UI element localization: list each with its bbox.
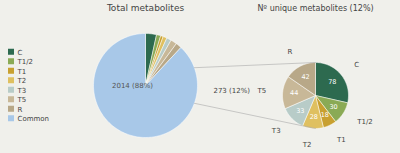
svg-text:C: C (18, 48, 23, 56)
svg-text:28: 28 (310, 113, 318, 121)
svg-text:T3: T3 (271, 127, 281, 135)
svg-text:R: R (288, 48, 293, 56)
svg-text:44: 44 (290, 89, 298, 97)
svg-text:T2: T2 (17, 77, 27, 85)
svg-text:18: 18 (321, 111, 329, 119)
svg-text:C: C (354, 61, 359, 69)
svg-text:T5: T5 (17, 96, 27, 104)
svg-text:2014 (88%): 2014 (88%) (112, 82, 153, 90)
svg-text:T1: T1 (336, 136, 346, 144)
svg-text:T5: T5 (257, 87, 267, 95)
svg-text:Total metabolites: Total metabolites (106, 3, 185, 13)
svg-text:33: 33 (296, 107, 304, 115)
svg-text:Common: Common (18, 115, 50, 123)
svg-text:78: 78 (328, 78, 336, 86)
svg-text:T1/2: T1/2 (17, 58, 34, 66)
svg-text:30: 30 (329, 103, 337, 111)
svg-text:T2: T2 (302, 141, 312, 149)
svg-text:T3: T3 (17, 86, 27, 94)
svg-text:T1/2: T1/2 (356, 118, 373, 126)
svg-text:42: 42 (301, 73, 309, 81)
svg-text:T1: T1 (17, 67, 27, 75)
svg-text:R: R (18, 105, 23, 113)
svg-text:Nº unique metabolites (12%): Nº unique metabolites (12%) (257, 4, 373, 13)
svg-text:273 (12%): 273 (12%) (213, 87, 250, 95)
